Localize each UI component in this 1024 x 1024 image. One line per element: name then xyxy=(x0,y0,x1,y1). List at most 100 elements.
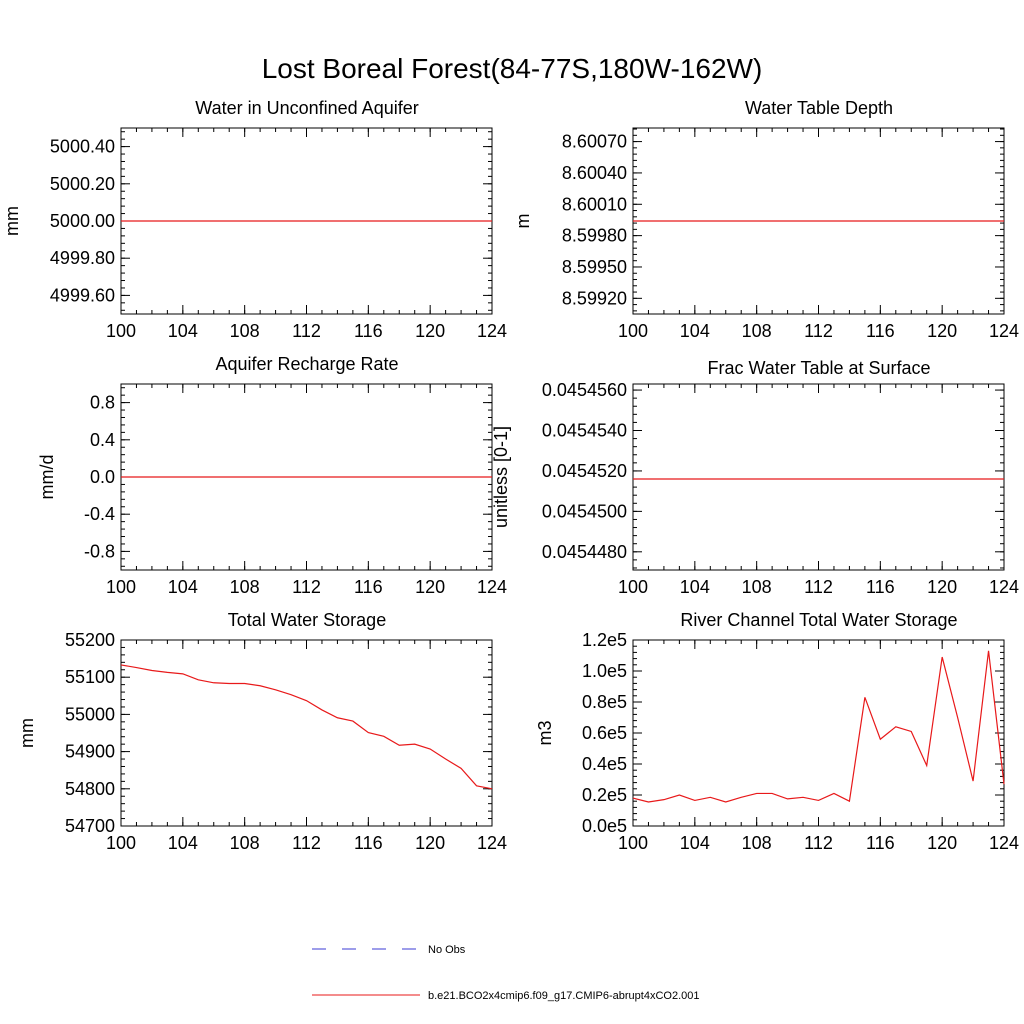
x-tick-label: 120 xyxy=(927,321,957,341)
y-tick-label: -0.8 xyxy=(84,541,115,561)
x-tick-label: 104 xyxy=(168,833,198,853)
y-tick-label: 5000.20 xyxy=(50,174,115,194)
y-tick-label: 8.60070 xyxy=(562,132,627,152)
y-tick-label: 8.59950 xyxy=(562,257,627,277)
x-tick-label: 104 xyxy=(680,321,710,341)
chart-panels: Water in Unconfined Aquifer mm 100 104 108 11… xyxy=(2,98,1019,853)
y-tick-label: 4999.60 xyxy=(50,285,115,305)
y-tick-label: 55000 xyxy=(65,704,115,724)
x-tick-label: 116 xyxy=(866,577,895,597)
y-tick-label: 0.0454500 xyxy=(542,501,627,521)
x-tick-label: 124 xyxy=(989,577,1019,597)
y-tick-label: 0.0454480 xyxy=(542,542,627,562)
x-tick-label: 120 xyxy=(415,321,445,341)
x-tick-label: 112 xyxy=(804,321,833,341)
x-tick-label: 100 xyxy=(618,833,648,853)
x-tick-label: 108 xyxy=(742,833,772,853)
y-tick-label: 1.0e5 xyxy=(582,661,627,681)
y-tick-label: 55200 xyxy=(65,630,115,650)
chart-panel-2: Water Table Depth m 100 104 108 112 116 120 124 8… xyxy=(513,98,1019,341)
x-tick-label: 108 xyxy=(742,321,772,341)
x-tick-label: 124 xyxy=(477,577,507,597)
y-axis-label: m3 xyxy=(535,720,555,745)
x-tick-label: 112 xyxy=(804,833,833,853)
x-tick-label: 120 xyxy=(927,577,957,597)
chart-panel-4: Frac Water Table at Surface unitless [0-1… xyxy=(491,358,1019,597)
x-tick-label: 116 xyxy=(354,321,383,341)
y-tick-label: 0.8 xyxy=(90,393,115,413)
x-tick-label: 120 xyxy=(415,577,445,597)
chart-panel-3: Aquifer Recharge Rate mm/d 100 104 108 112 116… xyxy=(37,354,507,597)
y-axis-label: m xyxy=(513,214,533,229)
panel-title: River Channel Total Water Storage xyxy=(680,610,957,630)
x-tick-label: 116 xyxy=(866,833,895,853)
x-tick-label: 108 xyxy=(230,577,260,597)
y-axis-label: mm xyxy=(2,206,22,236)
panel-title: Water Table Depth xyxy=(745,98,893,118)
y-tick-label: 0.0454540 xyxy=(542,421,627,441)
y-tick-label: 0.0e5 xyxy=(582,816,627,836)
x-tick-label: 116 xyxy=(866,321,895,341)
y-axis-label: mm/d xyxy=(37,455,57,500)
panel-title: Water in Unconfined Aquifer xyxy=(195,98,418,118)
panel-title: Total Water Storage xyxy=(228,610,386,630)
x-tick-label: 108 xyxy=(742,577,772,597)
x-tick-label: 120 xyxy=(927,833,957,853)
legend: No Obs b.e21.BCO2x4cmip6.f09_g17.CMIP6-ab… xyxy=(312,944,700,1002)
y-tick-label: -0.4 xyxy=(84,504,115,524)
y-tick-label: 54700 xyxy=(65,816,115,836)
chart-panel-6: River Channel Total Water Storage m3 100 10… xyxy=(535,610,1019,853)
axes-frame xyxy=(120,639,493,827)
legend-label-1: No Obs xyxy=(428,944,466,956)
y-axis-label: unitless [0-1] xyxy=(491,426,511,528)
y-tick-label: 0.0 xyxy=(90,467,115,487)
y-tick-label: 1.2e5 xyxy=(582,630,627,650)
y-tick-label: 0.4e5 xyxy=(582,754,627,774)
y-tick-label: 0.6e5 xyxy=(582,723,627,743)
x-tick-label: 104 xyxy=(680,577,710,597)
legend-label-2: b.e21.BCO2x4cmip6.f09_g17.CMIP6-abrupt4x… xyxy=(428,990,700,1002)
x-tick-label: 112 xyxy=(292,833,321,853)
y-tick-label: 5000.00 xyxy=(50,211,115,231)
panel-title: Aquifer Recharge Rate xyxy=(215,354,398,374)
x-tick-label: 104 xyxy=(680,833,710,853)
y-tick-label: 54900 xyxy=(65,742,115,762)
y-tick-label: 8.59980 xyxy=(562,226,627,246)
series-line xyxy=(120,664,493,790)
y-tick-label: 0.4 xyxy=(90,430,115,450)
y-tick-label: 0.2e5 xyxy=(582,785,627,805)
chart-panel-5: Total Water Storage mm 100 104 108 112 116 120 1… xyxy=(17,610,507,853)
series-line xyxy=(632,650,1005,803)
x-tick-label: 100 xyxy=(618,577,648,597)
x-tick-label: 104 xyxy=(168,577,198,597)
figure-title: Lost Boreal Forest(84-77S,180W-162W) xyxy=(262,53,763,84)
y-tick-label: 0.0454520 xyxy=(542,461,627,481)
y-tick-label: 8.60040 xyxy=(562,163,627,183)
x-tick-label: 116 xyxy=(354,833,383,853)
x-tick-label: 116 xyxy=(354,577,383,597)
x-tick-label: 108 xyxy=(230,833,260,853)
y-tick-label: 8.60010 xyxy=(562,194,627,214)
axes-frame xyxy=(632,383,1005,571)
chart-panel-1: Water in Unconfined Aquifer mm 100 104 108 11… xyxy=(2,98,507,341)
y-axis-label: mm xyxy=(17,718,37,748)
x-tick-label: 124 xyxy=(477,321,507,341)
y-tick-label: 0.0454560 xyxy=(542,380,627,400)
x-tick-label: 100 xyxy=(106,321,136,341)
x-tick-label: 112 xyxy=(292,577,321,597)
x-tick-label: 112 xyxy=(292,321,321,341)
x-tick-label: 104 xyxy=(168,321,198,341)
x-tick-label: 100 xyxy=(106,577,136,597)
y-tick-label: 54800 xyxy=(65,779,115,799)
y-tick-label: 5000.40 xyxy=(50,137,115,157)
x-tick-label: 108 xyxy=(230,321,260,341)
x-tick-label: 112 xyxy=(804,577,833,597)
y-tick-label: 8.59920 xyxy=(562,288,627,308)
y-tick-label: 55100 xyxy=(65,667,115,687)
x-tick-label: 124 xyxy=(989,833,1019,853)
x-tick-label: 100 xyxy=(106,833,136,853)
y-tick-label: 4999.80 xyxy=(50,248,115,268)
x-tick-label: 100 xyxy=(618,321,648,341)
x-tick-label: 124 xyxy=(989,321,1019,341)
